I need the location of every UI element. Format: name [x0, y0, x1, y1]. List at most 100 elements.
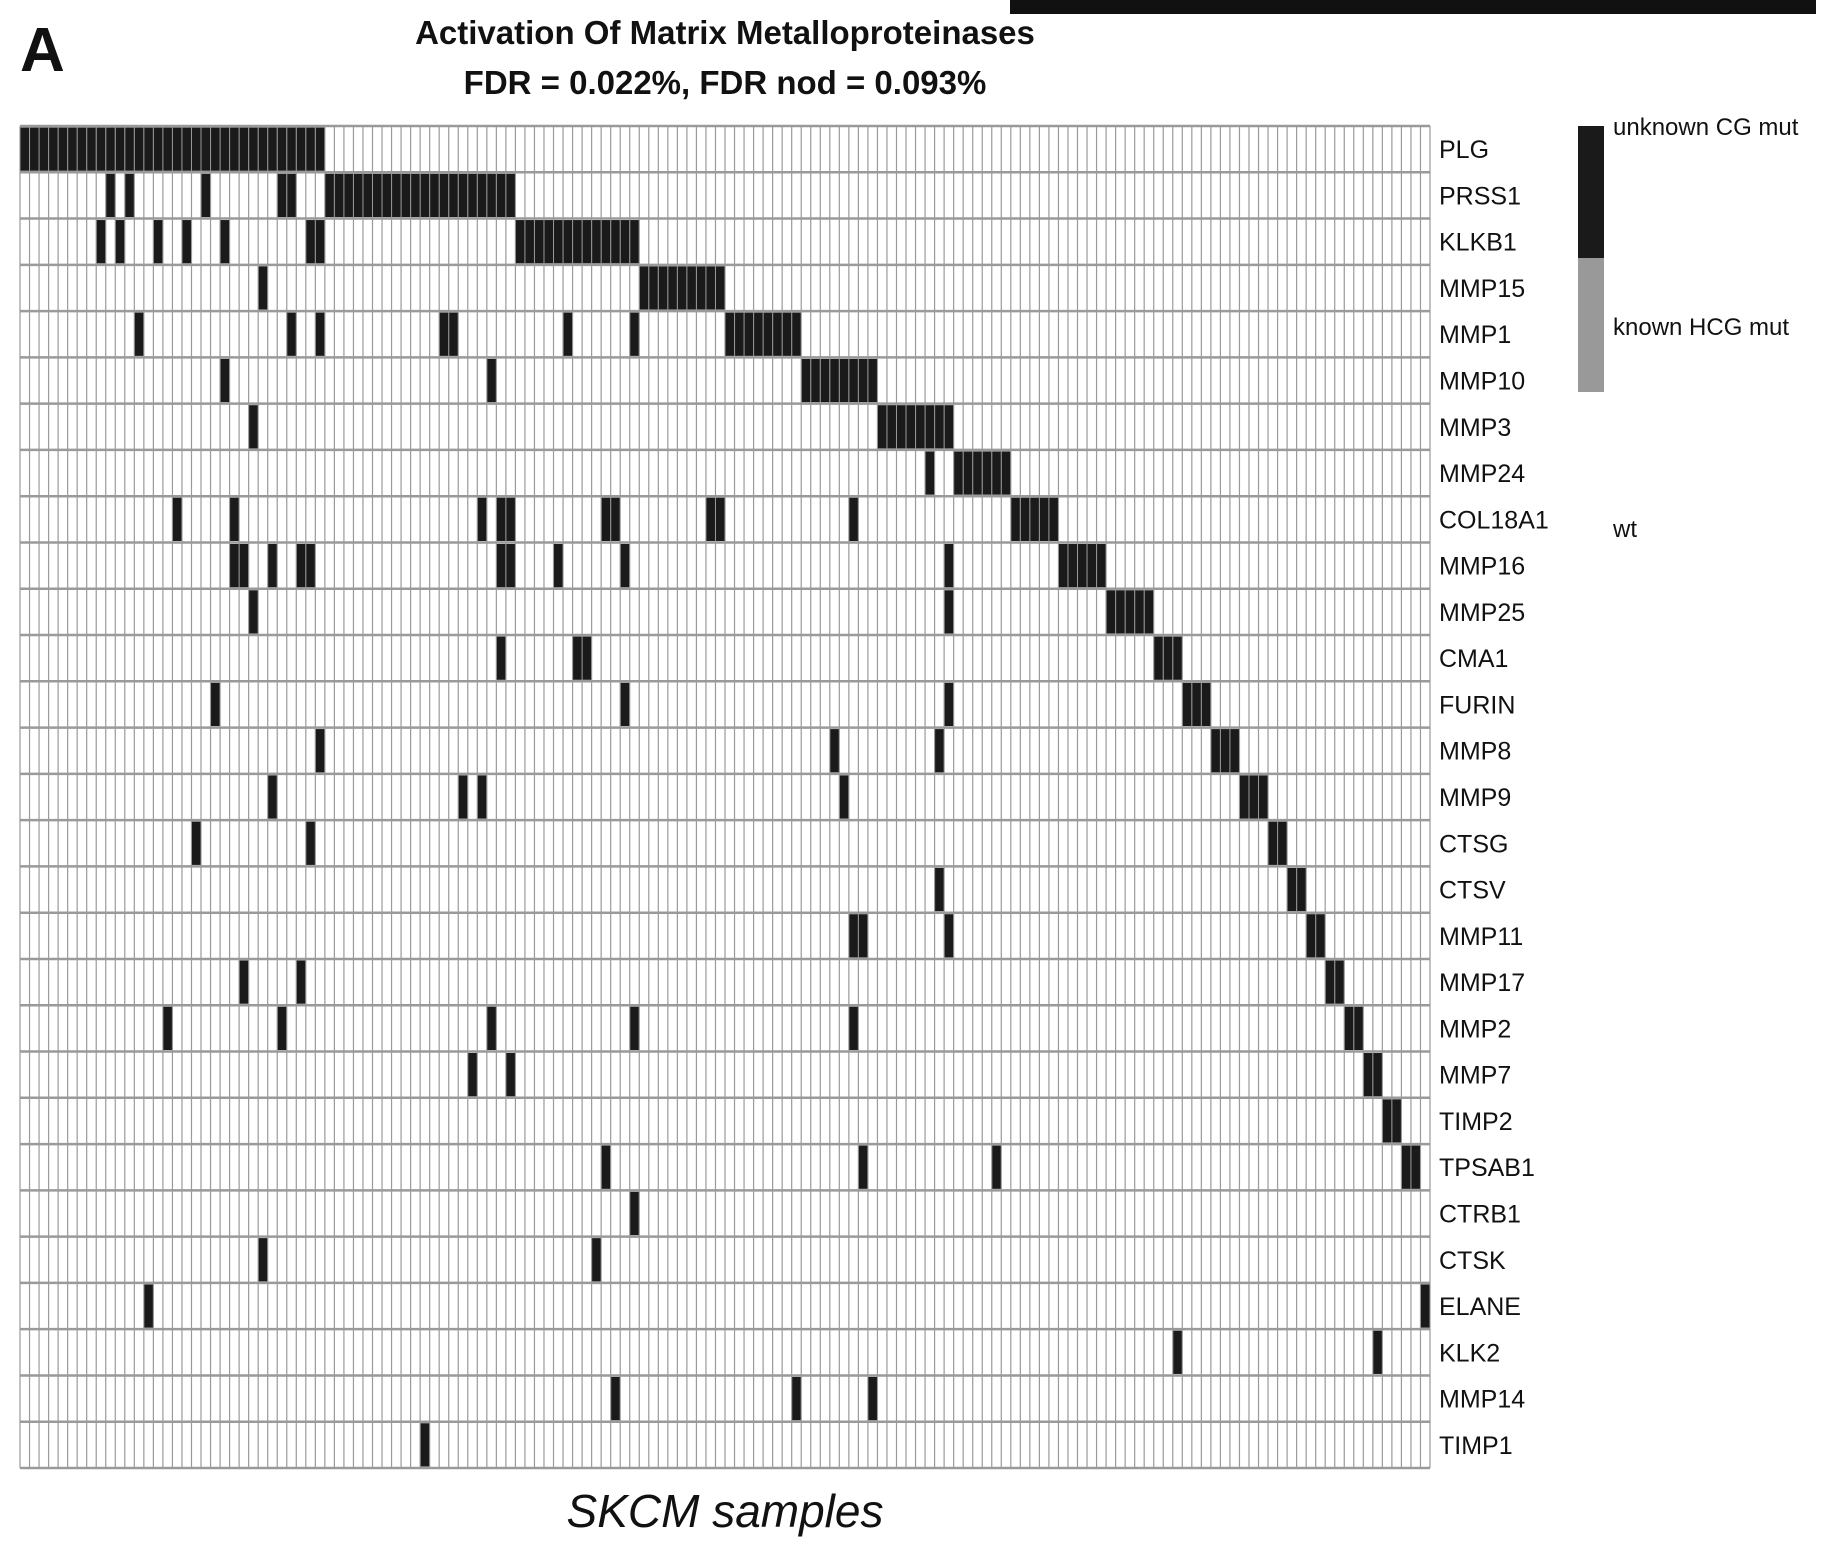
- mutation-cell: [963, 451, 973, 495]
- mutation-cell: [677, 266, 687, 310]
- gene-label: FURIN: [1439, 691, 1515, 719]
- mutation-cell: [944, 405, 954, 449]
- mutation-cell: [868, 1376, 877, 1421]
- mutation-cell: [1211, 729, 1220, 773]
- mutation-cell: [163, 1006, 172, 1051]
- mutation-cell: [1049, 497, 1058, 541]
- mutation-cell: [554, 543, 563, 588]
- mutation-cell: [153, 127, 163, 171]
- mutation-cell: [172, 497, 182, 541]
- mutation-cell: [182, 127, 191, 171]
- mutation-cell: [1087, 543, 1097, 588]
- gene-label: MMP24: [1439, 460, 1525, 488]
- mutation-cell: [306, 127, 315, 171]
- mutation-cell: [496, 636, 506, 680]
- mutation-cell: [268, 127, 277, 171]
- mutation-cell: [1182, 682, 1192, 727]
- gene-label: MMP25: [1439, 599, 1525, 627]
- mutation-cell: [830, 729, 839, 773]
- mutation-cell: [344, 173, 353, 218]
- mutation-cell: [906, 405, 916, 449]
- mutation-cell: [496, 173, 506, 218]
- gene-label: CTSG: [1439, 830, 1508, 858]
- mutation-cell: [430, 173, 439, 218]
- mutation-cell: [649, 266, 658, 310]
- mutation-cell: [763, 312, 773, 356]
- mutation-cell: [658, 266, 668, 310]
- mutation-cell: [1201, 682, 1211, 727]
- mutation-cell: [30, 127, 39, 171]
- mutation-cell: [944, 543, 954, 588]
- mutation-cell: [630, 312, 639, 356]
- mutation-cell: [563, 312, 573, 356]
- mutation-cell: [401, 173, 411, 218]
- mutation-cell: [296, 127, 306, 171]
- mutation-cell: [630, 1006, 639, 1051]
- mutation-cell: [1278, 821, 1287, 865]
- gene-label: MMP9: [1439, 784, 1511, 812]
- mutation-cell: [115, 127, 125, 171]
- mutation-cell: [782, 312, 792, 356]
- mutation-cell: [68, 127, 77, 171]
- mutation-cell: [458, 775, 468, 819]
- mutation-cell: [896, 405, 906, 449]
- legend-swatch: [1578, 392, 1604, 558]
- mutation-cell: [172, 127, 182, 171]
- mutation-cell: [706, 266, 715, 310]
- mutation-cell: [1316, 914, 1325, 958]
- mutation-cell: [792, 1376, 801, 1421]
- mutation-cell: [849, 497, 858, 541]
- mutation-cell: [858, 1145, 868, 1189]
- mutation-cell: [534, 220, 544, 264]
- mutation-cell: [153, 220, 163, 264]
- mutation-cell: [96, 220, 106, 264]
- mutation-cell: [1306, 914, 1316, 958]
- mutation-cell: [496, 497, 506, 541]
- gene-label: PRSS1: [1439, 182, 1521, 210]
- mutation-cell: [1344, 1006, 1354, 1051]
- gene-label: MMP15: [1439, 275, 1525, 303]
- mutation-cell: [839, 775, 849, 819]
- mutation-cell: [449, 312, 458, 356]
- mutation-cell: [849, 358, 858, 403]
- mutation-cell: [58, 127, 68, 171]
- mutation-cell: [325, 173, 334, 218]
- mutation-cell: [1239, 775, 1249, 819]
- legend-label-known-hcg-mut: known HCG mut: [1613, 314, 1790, 341]
- mutation-cell: [944, 914, 954, 958]
- mutation-cell: [258, 1238, 268, 1282]
- mutation-cell: [287, 312, 296, 356]
- legend-swatch: [1578, 258, 1604, 392]
- mutation-cell: [506, 173, 515, 218]
- gene-label: CTSK: [1439, 1247, 1506, 1275]
- mutation-cell: [477, 173, 487, 218]
- mutation-cell: [392, 173, 401, 218]
- mutation-cell: [992, 451, 1001, 495]
- mutation-cell: [277, 1006, 287, 1051]
- mutation-cell: [144, 1284, 153, 1328]
- mutation-cell: [1097, 543, 1106, 588]
- mutation-cell: [258, 266, 268, 310]
- mutation-cell: [1220, 729, 1230, 773]
- mutation-cell: [506, 497, 515, 541]
- mutation-cell: [487, 173, 496, 218]
- mutation-cell: [611, 497, 620, 541]
- mutation-cell: [1335, 960, 1344, 1004]
- mutation-cell: [773, 312, 782, 356]
- mutation-cell: [1268, 821, 1278, 865]
- mutation-cell: [1011, 497, 1020, 541]
- mutation-cell: [1163, 636, 1173, 680]
- mutation-cell: [477, 497, 487, 541]
- mutation-cell: [211, 682, 220, 727]
- mutation-cell: [382, 173, 392, 218]
- mutation-cell: [715, 266, 725, 310]
- mutation-cell: [620, 220, 630, 264]
- x-axis-label: SKCM samples: [566, 1485, 884, 1537]
- mutation-cell: [268, 775, 277, 819]
- mutation-cell: [268, 543, 277, 588]
- mutation-cell: [115, 220, 125, 264]
- mutation-cell: [191, 821, 201, 865]
- mutation-cell: [982, 451, 992, 495]
- mutation-cell: [296, 543, 306, 588]
- mutation-cell: [125, 173, 134, 218]
